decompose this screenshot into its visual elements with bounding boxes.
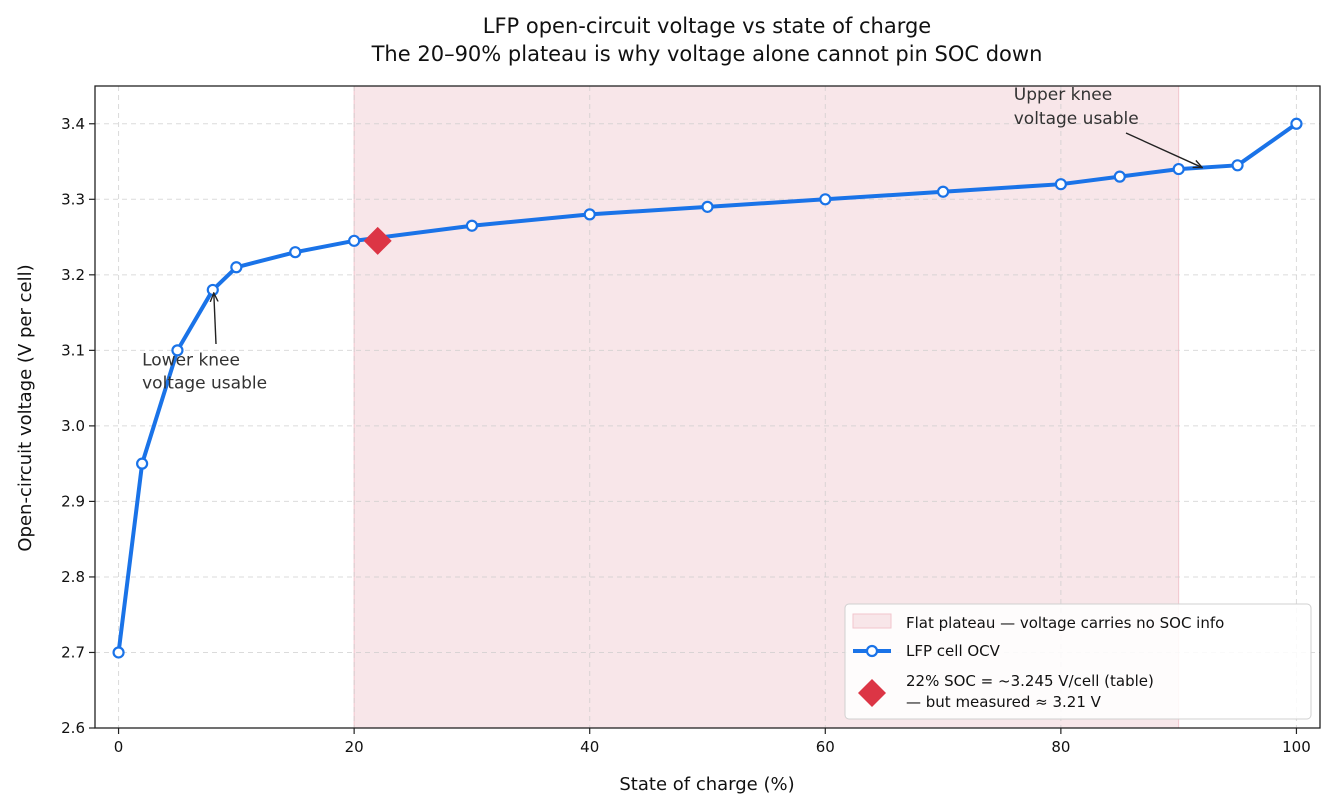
x-tick-label: 40 [580, 738, 599, 756]
annotation-lower-line2: voltage usable [142, 373, 267, 393]
legend-swatch-point [865, 644, 879, 658]
data-point [1054, 178, 1067, 191]
data-point [348, 234, 361, 247]
data-point [819, 193, 832, 206]
y-tick-label: 2.7 [61, 643, 85, 661]
data-point [583, 208, 596, 221]
x-tick-label: 20 [345, 738, 364, 756]
legend-box [844, 603, 1312, 720]
y-tick-label: 2.6 [61, 719, 85, 737]
data-point [171, 344, 184, 357]
y-tick-label: 3.2 [61, 266, 85, 284]
y-axis-label: Open-circuit voltage (V per cell) [15, 264, 36, 551]
chart-subtitle: The 20–90% plateau is why voltage alone … [371, 42, 1043, 66]
y-tick-label: 3.4 [61, 115, 85, 133]
data-point [1290, 117, 1303, 130]
legend-label-plateau: Flat plateau — voltage carries no SOC in… [906, 614, 1224, 632]
annotation-upper-line1: Upper knee [1014, 85, 1112, 105]
data-point [465, 219, 479, 232]
legend-label-series: LFP cell OCV [906, 642, 1001, 660]
annotation-lower-line1: Lower knee [142, 350, 240, 370]
data-point [206, 283, 219, 297]
y-tick-label: 3.1 [61, 341, 85, 359]
x-tick-label: 60 [816, 738, 835, 756]
legend-swatch-marker [858, 679, 886, 707]
annotation-upper-line2: voltage usable [1014, 109, 1139, 129]
y-tick-label: 3.3 [61, 190, 85, 208]
data-point [1113, 170, 1126, 183]
soc-marker [363, 226, 392, 255]
y-tick-label: 2.9 [61, 492, 85, 510]
annotation-upper-arrow [1125, 132, 1202, 168]
x-tick-label: 0 [114, 738, 124, 756]
legend-label-marker-line1: 22% SOC = ~3.245 V/cell (table) [906, 672, 1154, 690]
data-point [289, 246, 302, 259]
y-tick-label: 2.8 [61, 568, 85, 586]
data-point [1172, 162, 1185, 176]
data-point [936, 185, 950, 198]
y-tick-label: 3.0 [61, 417, 85, 435]
legend-swatch-plateau [852, 613, 892, 629]
data-point [112, 646, 125, 659]
x-tick-label: 100 [1282, 738, 1311, 756]
x-axis-label: State of charge (%) [619, 774, 794, 795]
plot-area: Lower knee voltage usable Upper knee voltag… [61, 85, 1321, 756]
axes-frame [94, 85, 1321, 729]
data-point [1231, 159, 1244, 172]
legend-label-marker-line2: — but measured ≈ 3.21 V [906, 693, 1102, 711]
data-point [230, 261, 243, 274]
x-tick-label: 80 [1051, 738, 1070, 756]
chart-title: LFP open-circuit voltage vs state of cha… [483, 14, 931, 38]
annotation-lower-arrow [214, 293, 216, 345]
data-point [701, 200, 714, 213]
data-point [136, 457, 149, 470]
